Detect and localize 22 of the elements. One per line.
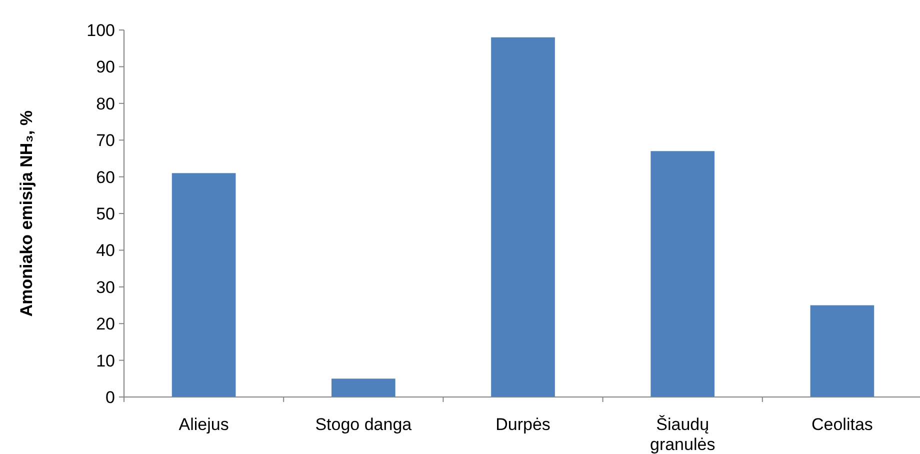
x-tick-label: Ceolitas bbox=[811, 415, 873, 434]
y-tick-label: 70 bbox=[96, 131, 115, 150]
bar bbox=[331, 378, 396, 397]
y-tick-label: 20 bbox=[96, 314, 115, 334]
y-tick-label: 80 bbox=[96, 94, 115, 114]
bar bbox=[172, 173, 236, 397]
y-axis-title: Amoniako emisija NH₃, % bbox=[17, 110, 36, 317]
y-tick-label: 60 bbox=[96, 168, 115, 187]
x-tick-label: Durpės bbox=[496, 415, 550, 434]
y-tick-label: 40 bbox=[96, 241, 115, 260]
x-tick-label: Aliejus bbox=[178, 415, 229, 434]
bar bbox=[810, 305, 874, 397]
bar bbox=[650, 151, 715, 397]
y-tick-label: 50 bbox=[96, 204, 115, 224]
y-tick-label: 30 bbox=[96, 278, 115, 297]
y-tick-label: 100 bbox=[86, 20, 115, 40]
x-tick-label: Stogo danga bbox=[315, 415, 412, 434]
bar bbox=[491, 37, 555, 397]
x-tick-label: Šiaudų granulės bbox=[650, 415, 716, 454]
y-tick-label: 90 bbox=[96, 58, 115, 77]
y-tick-label: 0 bbox=[106, 388, 115, 407]
y-tick-label: 10 bbox=[96, 351, 115, 370]
